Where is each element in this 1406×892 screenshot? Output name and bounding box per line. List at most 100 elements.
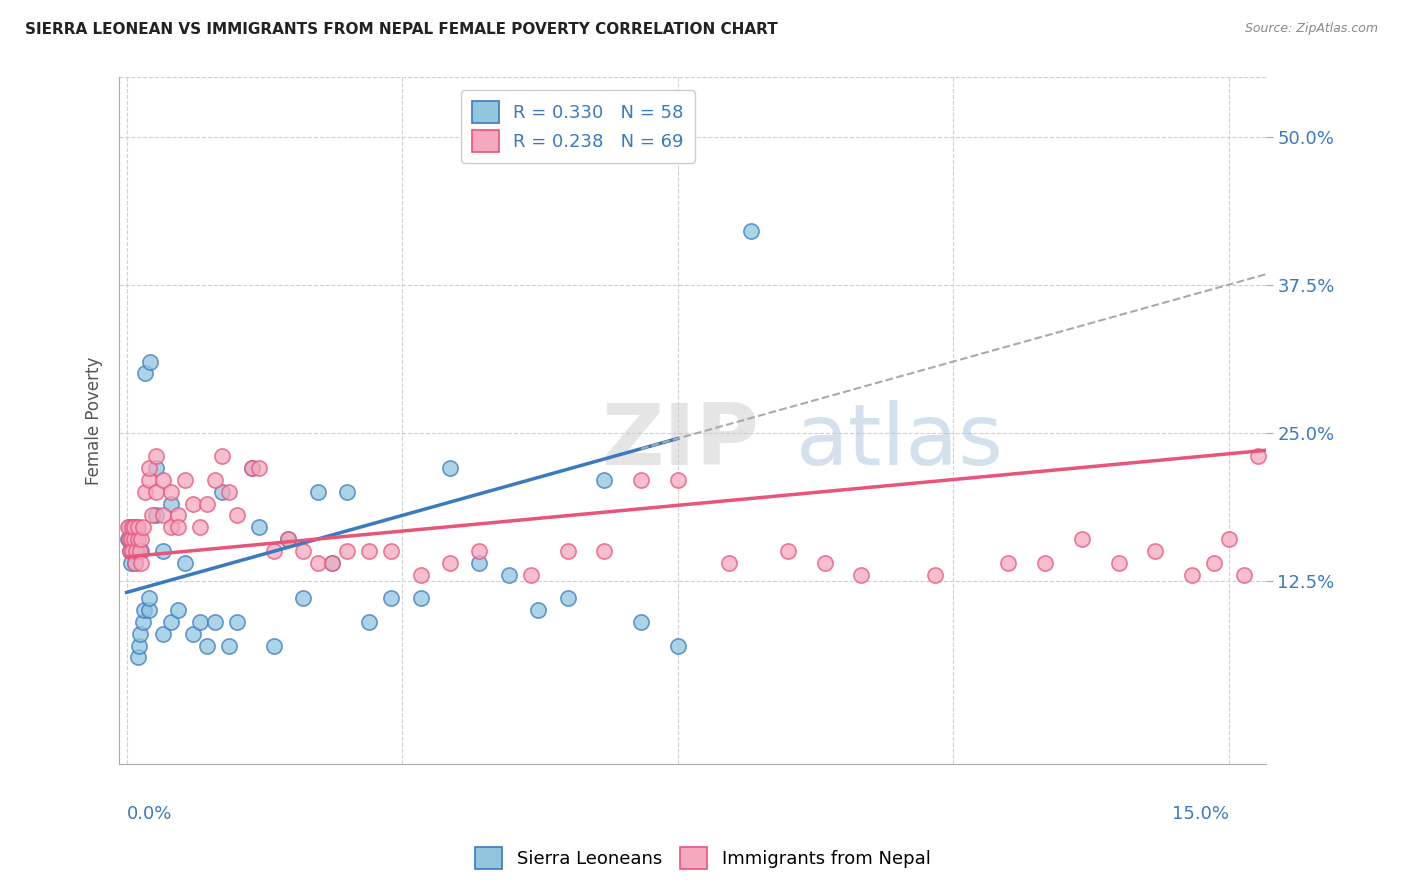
Point (127, 544, 149, 558)
Point (307, 556, 329, 570)
Point (439, 461, 461, 475)
Point (122, 520, 145, 534)
Point (593, 473, 616, 487)
Point (117, 532, 139, 546)
Point (174, 556, 197, 570)
Point (152, 473, 174, 487)
Point (124, 556, 146, 570)
Point (291, 544, 314, 558)
Point (145, 461, 167, 475)
Point (132, 615, 155, 629)
Point (247, 461, 270, 475)
Point (188, 615, 211, 629)
Point (218, 639, 240, 653)
Point (359, 544, 381, 558)
Point (181, 497, 204, 511)
Point (409, 567, 432, 582)
Point (131, 556, 153, 570)
Point (197, 497, 219, 511)
Point (159, 484, 181, 499)
Point (557, 591, 579, 606)
Point (1144, 544, 1167, 558)
Point (1033, 556, 1056, 570)
Point (439, 556, 461, 570)
Point (159, 497, 181, 511)
Point (225, 615, 247, 629)
Point (159, 520, 181, 534)
Point (120, 532, 142, 546)
Point (118, 532, 141, 546)
Point (127, 650, 149, 665)
Point (125, 544, 148, 558)
Point (851, 567, 873, 582)
Text: 15.0%: 15.0% (1171, 805, 1229, 823)
Point (263, 639, 285, 653)
Point (468, 556, 491, 570)
Point (128, 639, 150, 653)
Point (307, 484, 329, 499)
Point (120, 544, 142, 558)
Point (1070, 532, 1092, 546)
Point (814, 556, 837, 570)
Point (128, 627, 150, 641)
Point (145, 449, 167, 463)
Point (121, 544, 143, 558)
Point (277, 532, 299, 546)
Point (666, 473, 689, 487)
Point (247, 520, 270, 534)
Point (167, 508, 190, 523)
Text: 0.0%: 0.0% (127, 805, 172, 823)
Point (159, 615, 181, 629)
Point (145, 484, 167, 499)
Point (211, 449, 233, 463)
Point (468, 544, 491, 558)
Point (181, 627, 204, 641)
Point (225, 508, 247, 523)
Y-axis label: Female Poverty: Female Poverty (86, 357, 103, 485)
Point (1108, 556, 1130, 570)
Point (204, 473, 226, 487)
Point (139, 354, 162, 368)
Legend: Sierra Leoneans, Immigrants from Nepal: Sierra Leoneans, Immigrants from Nepal (467, 838, 939, 879)
Point (120, 532, 142, 546)
Point (127, 532, 149, 546)
Point (630, 473, 652, 487)
Point (118, 520, 141, 534)
Point (557, 544, 579, 558)
Point (188, 520, 211, 534)
Point (132, 520, 155, 534)
Point (152, 508, 174, 523)
Point (125, 532, 148, 546)
Point (630, 615, 652, 629)
Point (134, 484, 156, 499)
Point (498, 567, 520, 582)
Point (1232, 567, 1254, 582)
Point (211, 484, 233, 499)
Point (152, 544, 174, 558)
Point (997, 556, 1019, 570)
Point (122, 544, 145, 558)
Point (527, 603, 550, 617)
Point (121, 520, 143, 534)
Point (138, 591, 160, 606)
Point (117, 520, 139, 534)
Point (593, 544, 616, 558)
Point (131, 532, 153, 546)
Point (204, 615, 226, 629)
Point (240, 461, 263, 475)
Point (121, 544, 143, 558)
Point (336, 484, 359, 499)
Point (924, 567, 946, 582)
Text: ZIP: ZIP (600, 400, 758, 483)
Point (125, 520, 148, 534)
Point (124, 556, 146, 570)
Point (122, 532, 145, 546)
Text: atlas: atlas (796, 400, 1004, 483)
Point (121, 532, 143, 546)
Point (1218, 532, 1240, 546)
Point (277, 532, 299, 546)
Point (138, 473, 160, 487)
Point (776, 544, 799, 558)
Point (122, 520, 145, 534)
Point (263, 544, 285, 558)
